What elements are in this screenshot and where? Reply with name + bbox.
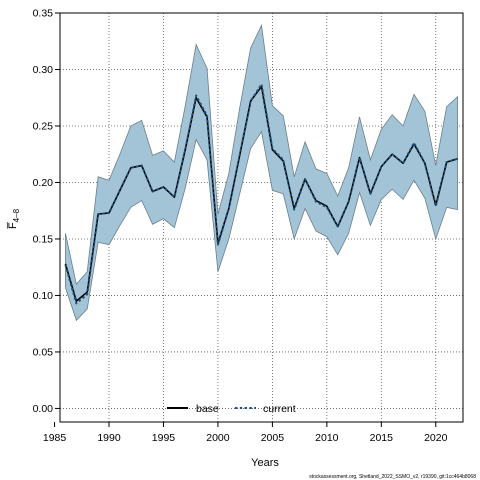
x-tick-label: 1990 <box>97 432 121 444</box>
y-tick-label: 0.30 <box>33 64 54 76</box>
y-tick-label: 0.05 <box>33 346 54 358</box>
x-tick-label: 2020 <box>424 432 448 444</box>
y-tick-label: 0.25 <box>33 120 54 132</box>
y-axis-title: F̅4–8 <box>7 208 21 229</box>
y-tick-label: 0.20 <box>33 177 54 189</box>
plot-frame <box>59 12 464 423</box>
x-axis-title: Years <box>251 457 279 469</box>
x-tick-label: 1995 <box>152 432 176 444</box>
legend-label-current: current <box>263 403 296 415</box>
x-tick-label: 2010 <box>315 432 339 444</box>
legend-label-base: base <box>196 403 219 415</box>
y-tick-label: 0.00 <box>33 403 54 415</box>
legend: base current <box>167 403 296 415</box>
series-lines <box>64 83 458 305</box>
y-axis-title-subscript: 4–8 <box>12 208 21 222</box>
y-axis: 0.00 0.05 0.10 0.15 0.20 0.25 0.30 0.35 <box>33 8 60 415</box>
y-tick-label: 0.15 <box>33 233 54 245</box>
y-axis-title-main: F̅ <box>7 221 19 229</box>
x-tick-label: 2005 <box>261 432 285 444</box>
series-line-current <box>64 83 458 305</box>
y-tick-label: 0.10 <box>33 290 54 302</box>
x-tick-label: 1985 <box>43 432 67 444</box>
x-tick-label: 2000 <box>206 432 230 444</box>
footer-source: stockassessment.org, Shetland_2022_SSMO_… <box>309 474 476 480</box>
x-axis: 1985 1990 1995 2000 2005 2010 2015 2020 <box>43 422 448 444</box>
y-tick-label: 0.35 <box>33 8 54 20</box>
x-tick-label: 2015 <box>370 432 394 444</box>
